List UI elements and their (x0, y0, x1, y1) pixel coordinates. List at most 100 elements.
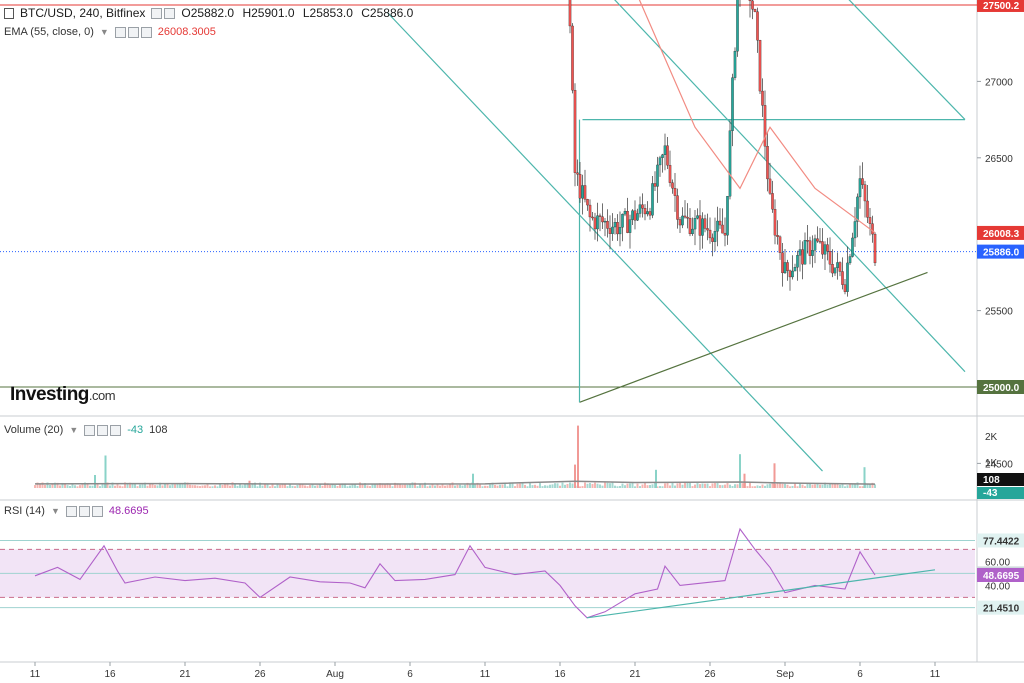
volume-bar (581, 486, 584, 488)
candle-body (571, 25, 574, 91)
ema-dropdown-icon[interactable]: ▼ (99, 27, 109, 37)
volume-bar (659, 486, 661, 488)
candle-body (801, 249, 804, 265)
candle-body (818, 240, 822, 243)
volume-bar (299, 484, 301, 488)
candle-body (688, 218, 692, 235)
x-tick-label: 6 (857, 669, 863, 680)
candle-body (583, 185, 587, 200)
volume-bar (831, 483, 834, 488)
candle-body (678, 219, 682, 226)
volume-bar (509, 483, 511, 488)
rsi-dropdown-icon[interactable]: ▼ (50, 506, 60, 516)
volume-bar (751, 486, 754, 488)
volume-bar (319, 483, 321, 488)
candle-body (611, 226, 614, 234)
price-label: 25000.0 (983, 383, 1020, 394)
volume-bar (64, 483, 66, 488)
ema-controls[interactable] (114, 26, 152, 38)
volume-bar (109, 485, 111, 488)
volume-bar (496, 485, 499, 488)
volume-bar (176, 483, 179, 488)
candle-body (613, 222, 617, 228)
candle-body (791, 270, 794, 278)
volume-bar (779, 482, 781, 488)
candle-body (568, 0, 572, 27)
volume-bar (472, 473, 474, 488)
volume-bar (816, 483, 819, 488)
volume-bar (286, 486, 289, 488)
volume-bar (241, 485, 244, 488)
volume-bar (849, 483, 851, 488)
volume-bar (409, 483, 411, 488)
candle-body (871, 223, 874, 235)
candle-body (616, 222, 619, 235)
candle-body (783, 262, 787, 274)
volume-bar (639, 486, 641, 488)
volume-bar (44, 484, 46, 488)
volume-bar (89, 485, 91, 488)
volume-bar (366, 485, 369, 488)
volume-tick-label: 2K (985, 432, 998, 443)
volume-bar (439, 485, 441, 488)
volume-bar (834, 483, 836, 488)
volume-bar (766, 484, 769, 488)
volume-bar (664, 483, 666, 488)
volume-bar (619, 486, 621, 488)
volume-bar (139, 484, 141, 488)
volume-bar (691, 486, 694, 488)
volume-bar (694, 484, 696, 488)
volume-bar (406, 484, 409, 488)
volume-bar (156, 485, 159, 488)
rsi-controls[interactable] (65, 505, 103, 517)
volume-bar (36, 482, 39, 488)
y-tick-label: 24500 (985, 459, 1013, 470)
candle-body (581, 185, 584, 199)
pane-controls[interactable] (151, 7, 176, 19)
volume-bar (96, 483, 99, 488)
volume-dropdown-icon[interactable]: ▼ (69, 425, 79, 435)
candle-body (693, 218, 697, 230)
volume-bar (314, 485, 316, 488)
volume-bar (369, 486, 371, 488)
volume-controls[interactable] (84, 424, 122, 436)
volume-bar (71, 484, 74, 488)
rsi-level-label: 48.6695 (983, 571, 1020, 582)
volume-bar (306, 486, 309, 488)
volume-bar (764, 485, 766, 488)
volume-bar (719, 485, 721, 488)
volume-bar (159, 482, 161, 488)
volume-bar (59, 485, 61, 488)
candle-body (691, 228, 694, 235)
low-value: L25853.0 (302, 6, 353, 20)
candle-body (771, 193, 774, 210)
volume-bar (386, 483, 389, 488)
rsi-level-badge (977, 533, 1024, 548)
volume-bar (124, 482, 126, 488)
volume-bar (461, 485, 464, 488)
volume-bar (219, 483, 221, 488)
volume-bar (86, 484, 89, 488)
volume-bar (214, 485, 216, 488)
trend-line (848, 0, 966, 121)
volume-bar (716, 482, 719, 488)
x-tick-label: Sep (776, 669, 794, 680)
rsi-header: RSI (14) ▼ 48.6695 (4, 505, 149, 517)
volume-bar (116, 484, 119, 488)
x-tick-label: 11 (480, 669, 491, 680)
candle-body (593, 217, 597, 230)
volume-bar (166, 483, 169, 488)
volume-bar (274, 486, 276, 488)
volume-bar (389, 483, 391, 488)
volume-bar (164, 483, 166, 488)
chart-menu-icon[interactable] (4, 7, 14, 19)
volume-bar (739, 454, 741, 488)
volume-bar (334, 484, 336, 488)
ema-line (638, 0, 876, 234)
trend-line (579, 271, 928, 403)
volume-bar (239, 483, 241, 488)
volume-bar (441, 483, 444, 488)
volume-bar (854, 483, 856, 488)
volume-bar (671, 482, 674, 488)
candle-body (861, 178, 864, 185)
